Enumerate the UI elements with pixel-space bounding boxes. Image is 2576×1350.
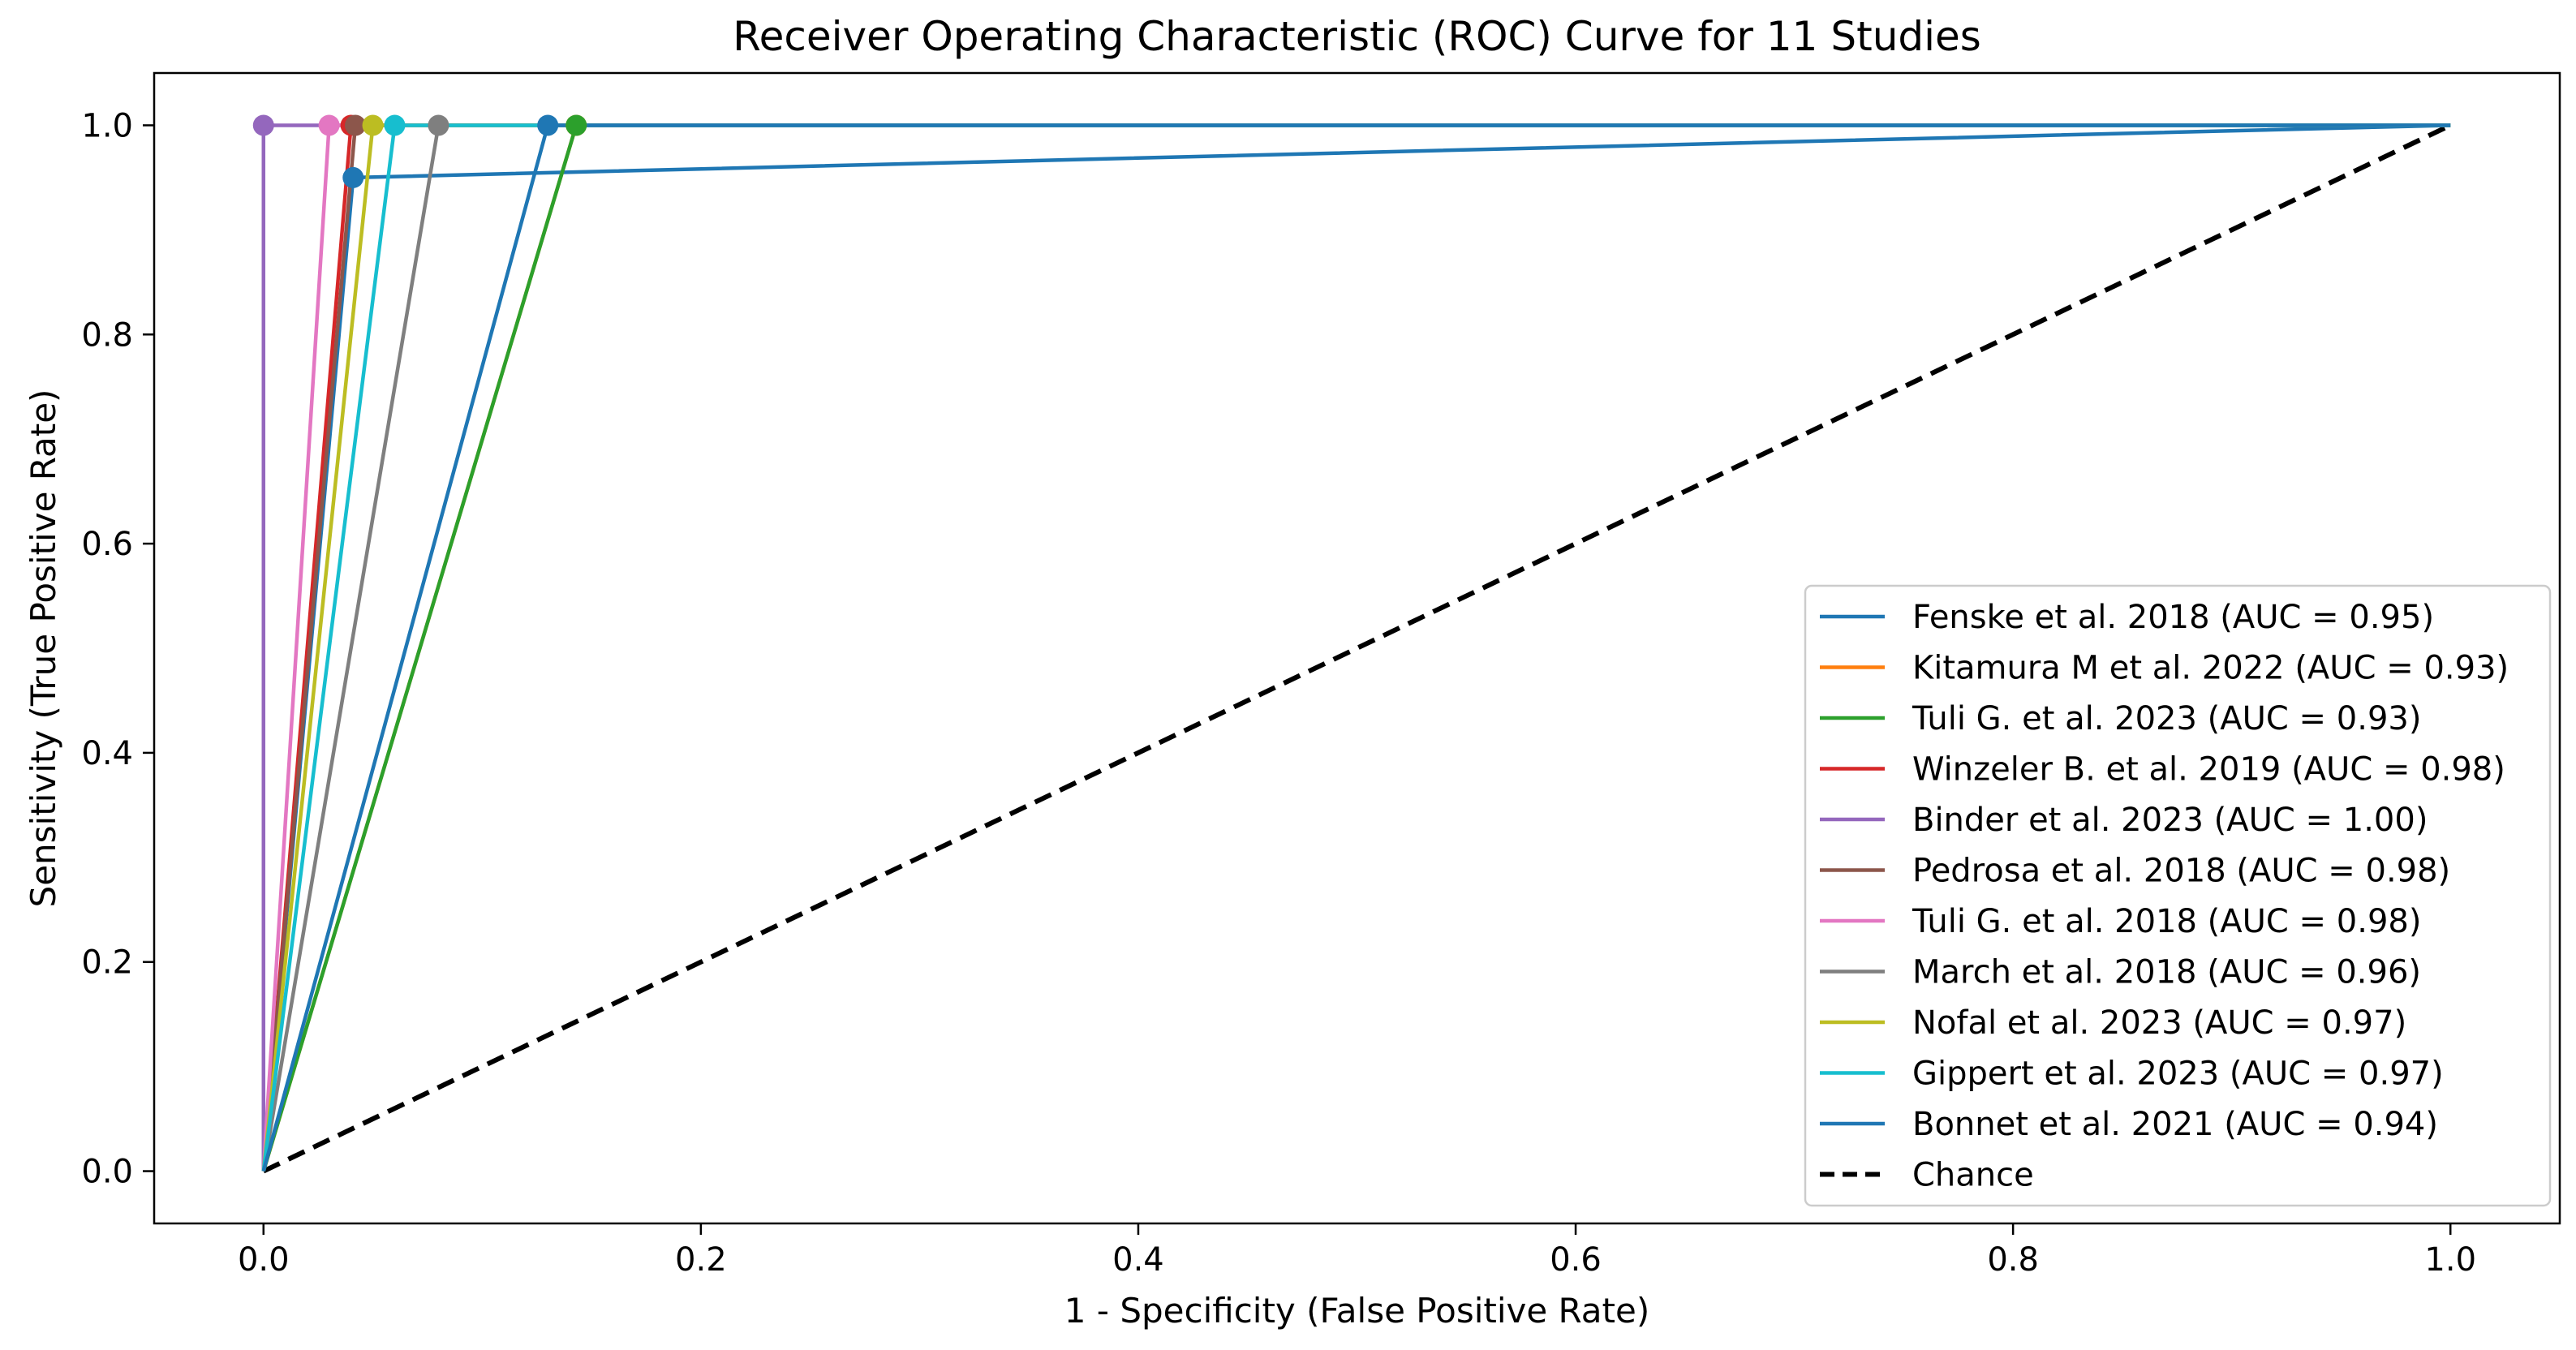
y-tick-label: 0.0 xyxy=(81,1154,133,1191)
y-tick-label: 0.6 xyxy=(81,526,133,563)
x-tick-label: 0.6 xyxy=(1550,1241,1602,1279)
x-tick-label: 0.0 xyxy=(238,1241,290,1279)
series-marker-9 xyxy=(362,114,384,136)
legend-label-11: Bonnet et al. 2021 (AUC = 0.94) xyxy=(1912,1106,2438,1143)
legend-label-12: Chance xyxy=(1912,1157,2034,1194)
series-marker-6 xyxy=(344,114,366,136)
y-axis-label: Sensitivity (True Positive Rate) xyxy=(24,389,63,908)
x-tick-label: 0.8 xyxy=(1987,1241,2039,1279)
x-tick-label: 1.0 xyxy=(2424,1241,2476,1279)
legend-label-9: Nofal et al. 2023 (AUC = 0.97) xyxy=(1912,1004,2406,1042)
legend-label-10: Gippert et al. 2023 (AUC = 0.97) xyxy=(1912,1055,2444,1093)
y-tick-label: 1.0 xyxy=(81,107,133,144)
series-marker-10 xyxy=(384,114,406,136)
legend-label-3: Tuli G. et al. 2023 (AUC = 0.93) xyxy=(1912,700,2421,737)
chart-title: Receiver Operating Characteristic (ROC) … xyxy=(733,13,1981,60)
y-tick-label: 0.2 xyxy=(81,944,133,982)
legend-label-5: Binder et al. 2023 (AUC = 1.00) xyxy=(1912,802,2428,839)
legend-label-1: Fenske et al. 2018 (AUC = 0.95) xyxy=(1912,599,2434,636)
series-marker-1 xyxy=(342,166,364,188)
legend-label-6: Pedrosa et al. 2018 (AUC = 0.98) xyxy=(1912,853,2450,890)
series-marker-8 xyxy=(428,114,449,136)
series-marker-5 xyxy=(252,114,274,136)
series-marker-11 xyxy=(537,114,559,136)
x-tick-label: 0.2 xyxy=(675,1241,727,1279)
legend-label-8: March et al. 2018 (AUC = 0.96) xyxy=(1912,954,2421,991)
plot-frame xyxy=(153,71,2561,1225)
legend: Fenske et al. 2018 (AUC = 0.95) Kitamura … xyxy=(1804,584,2552,1207)
legend-label-7: Tuli G. et al. 2018 (AUC = 0.98) xyxy=(1912,903,2421,940)
x-axis-label: 1 - Specificity (False Positive Rate) xyxy=(1064,1291,1650,1331)
y-tick-label: 0.8 xyxy=(81,316,133,354)
legend-box xyxy=(1804,584,2552,1207)
legend-label-2: Kitamura M et al. 2022 (AUC = 0.93) xyxy=(1912,650,2509,687)
axes-layer: 0.0 0.2 0.4 0.6 0.8 1.0 0.0 0.2 0.4 0.6 0.8 1.0 xyxy=(81,71,2561,1279)
y-tick-label: 0.4 xyxy=(81,735,133,772)
legend-label-4: Winzeler B. et al. 2019 (AUC = 0.98) xyxy=(1912,751,2505,789)
x-tick-label: 0.4 xyxy=(1112,1241,1164,1279)
series-layer xyxy=(252,114,2452,1174)
series-marker-7 xyxy=(318,114,340,136)
chance-line xyxy=(262,123,2452,1174)
series-marker-3 xyxy=(566,114,587,136)
